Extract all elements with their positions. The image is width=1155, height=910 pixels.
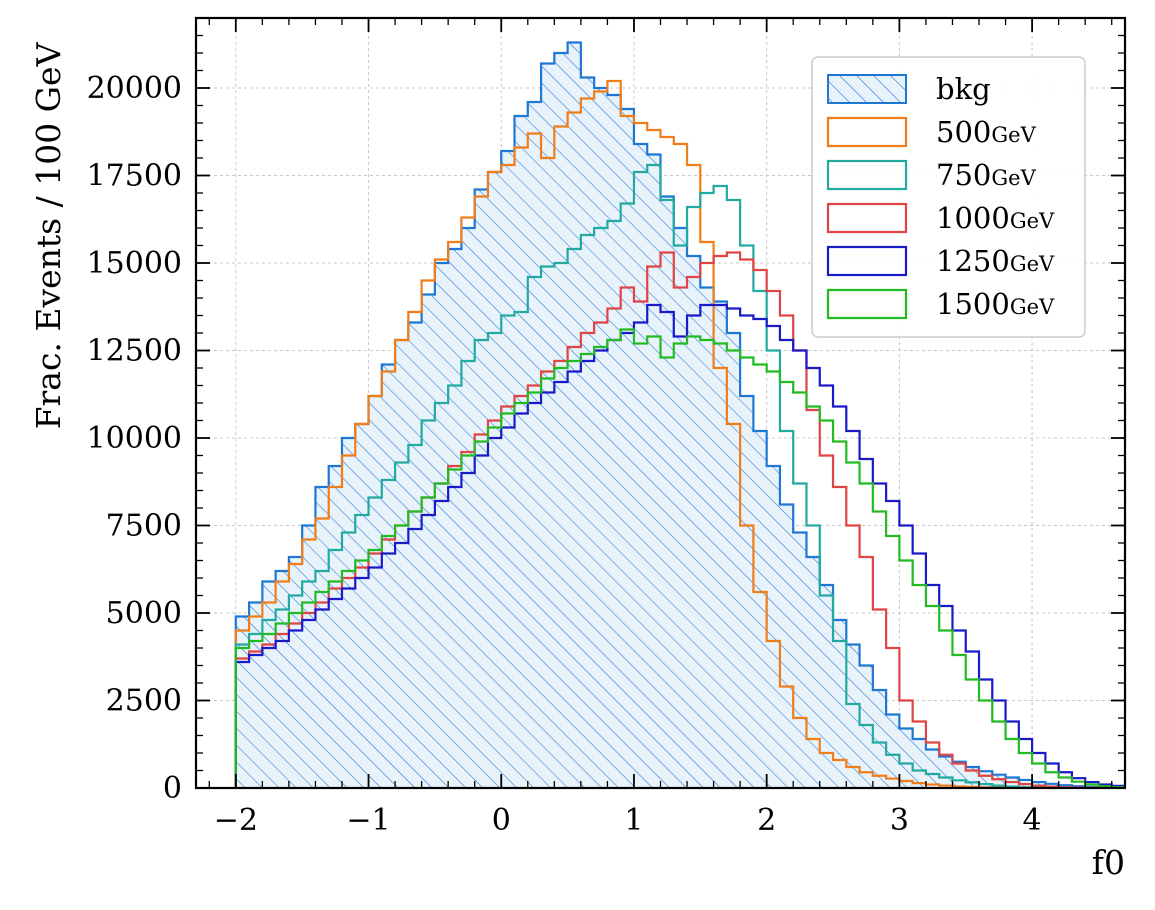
y-tick-label: 17500 [87, 159, 182, 194]
y-tick-label: 7500 [106, 509, 182, 544]
x-axis-label: f0 [1092, 843, 1125, 882]
y-tick-label: 15000 [87, 246, 182, 281]
x-tick-label: 1 [624, 803, 643, 838]
y-tick-label: 2500 [106, 684, 182, 719]
x-tick-label: 4 [1023, 803, 1042, 838]
series-bkg-hatch [235, 42, 1125, 788]
legend-label-bkg: bkg [936, 72, 991, 106]
series-1500-line [234, 328, 1125, 788]
y-tick-label: 10000 [87, 421, 182, 456]
y-tick-label: 12500 [87, 334, 182, 369]
legend-label-1250: 1250GeV [936, 244, 1055, 278]
legend-label-1500: 1500GeV [936, 287, 1055, 321]
x-tick-label: 3 [890, 803, 909, 838]
legend: bkg 500GeV 750GeV 1000GeV 1250GeV 1500GeV [811, 56, 1086, 338]
y-tick-label: 20000 [87, 71, 182, 106]
x-tick-label: −2 [214, 803, 258, 838]
y-tick-label: 0 [163, 771, 182, 806]
legend-swatch-1250 [826, 245, 908, 277]
legend-swatch-500 [826, 116, 908, 148]
x-tick-label: −1 [346, 803, 390, 838]
legend-swatch-bkg [827, 74, 907, 104]
legend-label-500: 500GeV [936, 115, 1037, 149]
axis-ticks [196, 18, 1125, 789]
x-tick-labels: −2 −1 0 1 2 3 4 [214, 803, 1042, 838]
series-1250-line [234, 303, 1125, 788]
x-tick-label: 2 [757, 803, 776, 838]
y-axis-label: Frac. Events / 100 GeV [29, 41, 68, 429]
y-tick-label: 5000 [106, 596, 182, 631]
legend-label-1000: 1000GeV [936, 201, 1055, 235]
legend-frame [811, 56, 1086, 338]
legend-label-750: 750GeV [936, 158, 1037, 192]
x-tick-label: 0 [492, 803, 511, 838]
legend-swatch-750 [826, 159, 908, 191]
y-tick-labels: 0 2500 5000 7500 10000 12500 15000 17500 20000 [87, 71, 182, 806]
legend-swatch-1500 [826, 288, 908, 320]
legend-swatch-1000 [826, 202, 908, 234]
